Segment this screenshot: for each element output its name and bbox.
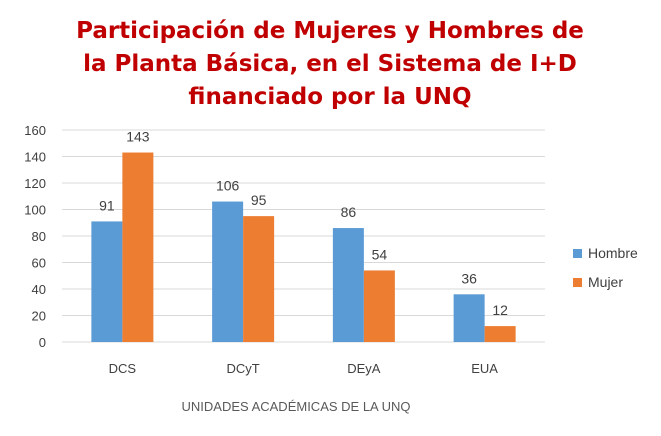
data-label: 54 xyxy=(372,246,388,262)
legend-swatch xyxy=(573,249,582,258)
y-axis-ticks: 0 20 40 60 80 100 120 140 160 xyxy=(24,123,46,350)
bar-hombre-eua xyxy=(453,294,485,342)
x-category-label: EUA xyxy=(471,361,498,376)
y-tick-label: 120 xyxy=(24,176,46,191)
y-tick-label: 0 xyxy=(39,335,46,350)
x-category-label: DEyA xyxy=(347,361,381,376)
bar-hombre-deya xyxy=(332,228,364,342)
y-tick-label: 60 xyxy=(32,256,46,271)
bar-mujer-dcs xyxy=(122,152,154,342)
y-tick-label: 40 xyxy=(32,282,46,297)
chart-title-line-1: Participación de Mujeres y Hombres de xyxy=(76,18,584,44)
bars xyxy=(91,152,516,342)
y-tick-label: 100 xyxy=(24,203,46,218)
data-label: 12 xyxy=(492,302,508,318)
data-label: 36 xyxy=(461,270,477,286)
x-category-label: DCyT xyxy=(227,361,260,376)
data-label: 95 xyxy=(251,192,267,208)
data-label: 143 xyxy=(126,129,150,145)
data-label: 86 xyxy=(341,204,357,220)
data-label: 91 xyxy=(99,197,115,213)
y-tick-label: 20 xyxy=(32,309,46,324)
bar-mujer-deya xyxy=(363,270,395,342)
legend-label: Hombre xyxy=(588,245,638,261)
chart-title-line-2: la Planta Básica, en el Sistema de I+D xyxy=(83,51,577,77)
x-axis-categories: DCS DCyT DEyA EUA xyxy=(109,361,499,376)
chart-title-line-3: financiado por la UNQ xyxy=(188,84,471,110)
chart-title: Participación de Mujeres y Hombres de la… xyxy=(76,18,584,110)
bar-mujer-eua xyxy=(484,326,516,342)
data-label: 106 xyxy=(216,178,240,194)
x-axis-title: UNIDADES ACADÉMICAS DE LA UNQ xyxy=(182,399,411,414)
bar-hombre-dcs xyxy=(91,221,123,342)
legend: Hombre Mujer xyxy=(573,245,638,290)
legend-swatch xyxy=(573,278,582,287)
bar-mujer-dcyt xyxy=(243,216,275,342)
legend-label: Mujer xyxy=(588,274,623,290)
y-tick-label: 80 xyxy=(32,229,46,244)
x-category-label: DCS xyxy=(109,361,137,376)
data-labels: 91 143 106 95 86 54 36 12 xyxy=(99,129,508,319)
y-tick-label: 140 xyxy=(24,150,46,165)
y-tick-label: 160 xyxy=(24,123,46,138)
bar-hombre-dcyt xyxy=(212,201,244,342)
